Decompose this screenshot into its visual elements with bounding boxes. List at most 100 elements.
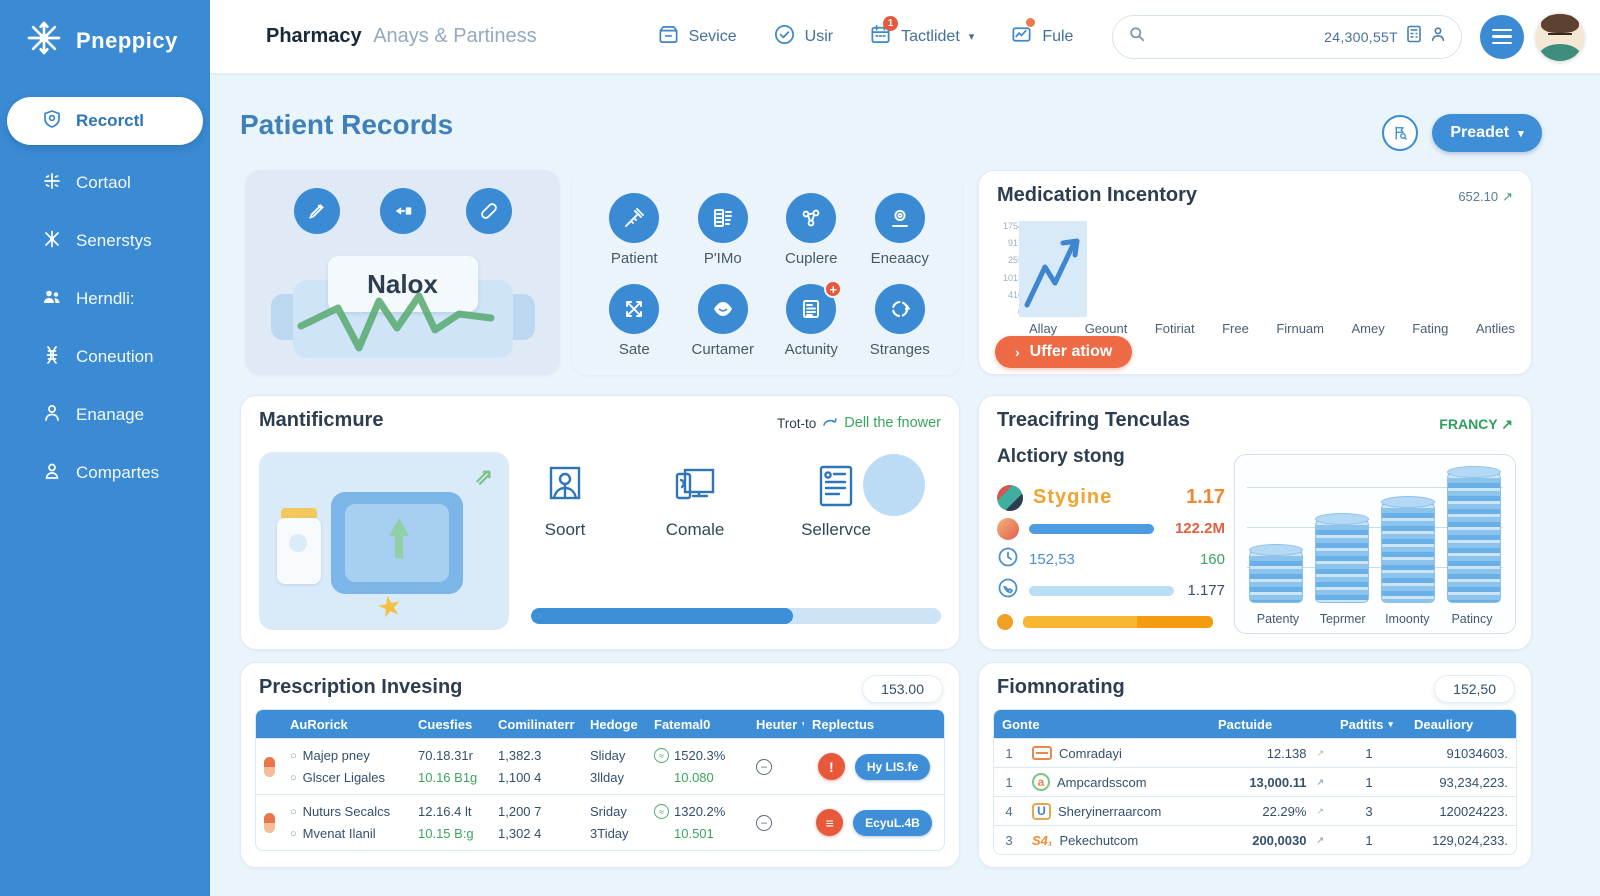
alert-button[interactable]: ≡: [816, 809, 844, 836]
table-row-group[interactable]: ○ Majep pney ○ Glscer Ligales 70.18.31r 10…: [256, 738, 944, 794]
row-padtits: 1: [1365, 774, 1373, 790]
sidebar-item-cortaol[interactable]: Cortaol: [0, 159, 210, 207]
action-button[interactable]: EcyuL.4B: [853, 809, 932, 836]
prescription-card: Prescription Invesing 153.00 AuRorick Cu…: [240, 662, 960, 868]
quick-icon-cuplere[interactable]: Cuplere: [767, 186, 856, 274]
up-arrow-icon: ↗: [1316, 776, 1324, 787]
dna-icon: [42, 345, 62, 370]
search-bar[interactable]: 24,300,55T: [1112, 14, 1462, 59]
list-item[interactable]: 122.2M: [997, 513, 1225, 544]
rx-hed: 3llday: [590, 770, 624, 785]
avatar-body: [1539, 43, 1581, 61]
row-badge-icon: S4₁: [1032, 832, 1053, 848]
row-badge-icon: [1032, 746, 1052, 760]
quick-icon-stranges[interactable]: Stranges: [856, 278, 945, 366]
row-number: 4: [1005, 803, 1013, 819]
manti-item-sellervce[interactable]: Sellervce: [801, 462, 871, 540]
quick-icon-patient[interactable]: Patient: [590, 186, 679, 274]
row-pactuide: 200,0030 ↗: [1252, 832, 1324, 848]
inventory-metric: 652.10 ↗: [1458, 189, 1513, 204]
table-row[interactable]: 3 S4₁ Pekechutcom 200,0030 ↗ 1 129,024,233…: [994, 825, 1516, 854]
up-arrow-icon: ↗: [1316, 747, 1324, 758]
redo-icon: [823, 418, 838, 426]
header-cell[interactable]: Cuesfies: [418, 716, 473, 732]
row-name: Ampcardsscom: [1057, 774, 1147, 790]
header-cell[interactable]: Replectus: [812, 716, 875, 732]
clipboard-list-icon: [697, 192, 748, 243]
minus-circle-icon[interactable]: –: [756, 814, 772, 831]
sidebar-item-compartes[interactable]: Compartes: [0, 449, 210, 497]
header-cell[interactable]: Fatemal0: [654, 716, 711, 732]
calculator-icon[interactable]: [1406, 25, 1422, 48]
nalox-card: Nalox: [245, 170, 560, 375]
user-icon[interactable]: [1429, 25, 1447, 48]
notification-dot: [1026, 17, 1036, 27]
list-item[interactable]: 152,53 160: [997, 544, 1225, 575]
header-cell[interactable]: Heuter▾: [748, 717, 804, 732]
decorative-circle: [863, 454, 925, 516]
predict-button[interactable]: Preadet ▾: [1432, 114, 1542, 152]
table-row[interactable]: 4 U Sheryinerraarcom 22.29% ↗ 3 120024223.: [994, 796, 1516, 825]
quick-icon-actunity[interactable]: + Actunity: [767, 278, 856, 366]
list-item[interactable]: [997, 606, 1225, 637]
list-item[interactable]: 1.177: [997, 575, 1225, 606]
prescription-table: AuRorick Cuesfies Comilinaterr Hedoge Fa…: [255, 709, 945, 851]
nav-item-tactlidet[interactable]: 1 Tactlidet ▾: [869, 15, 974, 51]
menu-button[interactable]: [1480, 14, 1524, 59]
app-title-rest: Anays & Partiness: [373, 25, 537, 47]
header-cell[interactable]: Pactuide: [1218, 716, 1273, 732]
table-row[interactable]: 1 a Ampcardsscom 13,000.11 ↗ 1 93,234,223.: [994, 767, 1516, 796]
item-value: 1.17: [1186, 486, 1225, 508]
table-row[interactable]: 1 Comradayi 12.138 ↗ 1 91034603.: [994, 738, 1516, 767]
jar-cap: [281, 508, 317, 520]
user-avatar[interactable]: [1536, 12, 1584, 61]
quick-icon-curtamer[interactable]: Curtamer: [679, 278, 768, 366]
prescription-title: Prescription Invesing: [259, 676, 463, 698]
header-cell[interactable]: Deauliory: [1414, 716, 1474, 732]
nav-item-fule[interactable]: Fule: [1010, 17, 1073, 51]
bandage-icon[interactable]: [465, 188, 512, 234]
header-cell[interactable]: Padtits ▾: [1340, 716, 1393, 732]
sidebar-item-enanage[interactable]: Enanage: [0, 391, 210, 439]
quick-icon-pimo[interactable]: P'IMo: [679, 186, 768, 274]
manti-item-comale[interactable]: Comale: [666, 462, 724, 540]
quick-icon-eneaacy[interactable]: Eneaacy: [856, 186, 945, 274]
trends-metric[interactable]: FRANCY ↗: [1439, 416, 1513, 432]
rx-cues: 12.16.4 lt: [418, 804, 472, 819]
alert-button[interactable]: !: [817, 753, 845, 780]
ecg-wave: [297, 292, 494, 352]
list-item[interactable]: Stygine 1.17: [997, 482, 1225, 513]
syringe-icon: [609, 192, 660, 243]
nav-item-usir[interactable]: Usir: [773, 23, 833, 51]
sidebar-item-records[interactable]: Recorctl: [7, 97, 203, 145]
sidebar-item-coneution[interactable]: Coneution: [0, 333, 210, 381]
value-bar: [1023, 615, 1213, 628]
uffer-action-button[interactable]: › Uffer atiow: [995, 336, 1133, 368]
quick-icon-label: Patient: [610, 249, 658, 267]
brand-logo[interactable]: Pneppicy: [0, 0, 210, 63]
illustration-jar: [277, 518, 321, 584]
arrow-box-icon[interactable]: [379, 188, 426, 234]
dell-flower-link[interactable]: Trot-to Dell the fnower: [777, 415, 941, 431]
coin-stack: [1315, 513, 1369, 603]
table-row-group[interactable]: ○ Nuturs Secalcs ○ Mvenat Ilanil 12.16.4 l…: [256, 794, 944, 850]
nav-item-sevice[interactable]: Sevice: [657, 23, 737, 51]
report-flag-button[interactable]: [1382, 115, 1418, 151]
pen-tool-icon[interactable]: [293, 188, 340, 234]
radio-icon: ○: [290, 749, 297, 762]
coin-stacks: [1249, 463, 1501, 603]
sidebar-item-senerstys[interactable]: Senerstys: [0, 217, 210, 265]
trends-card: Treacifring Tenculas FRANCY ↗ Alctiory s…: [978, 395, 1532, 650]
progress-bar[interactable]: [531, 608, 941, 624]
sidebar-item-herndli[interactable]: Herndli:: [0, 275, 210, 323]
header-cell[interactable]: Hedoge: [590, 716, 638, 732]
quick-icon-sate[interactable]: Sate: [590, 278, 679, 366]
molecule-icon: [786, 192, 837, 243]
header-cell[interactable]: Gonte: [1002, 716, 1040, 732]
header-cell[interactable]: AuRorick: [290, 716, 348, 732]
manti-item-soort[interactable]: Soort: [541, 462, 589, 540]
minus-circle-icon[interactable]: –: [756, 758, 772, 775]
action-button[interactable]: Hy LIS.fe: [854, 753, 931, 780]
rx-fate: 1320.2%: [674, 804, 726, 819]
header-cell[interactable]: Comilinaterr: [498, 716, 575, 732]
